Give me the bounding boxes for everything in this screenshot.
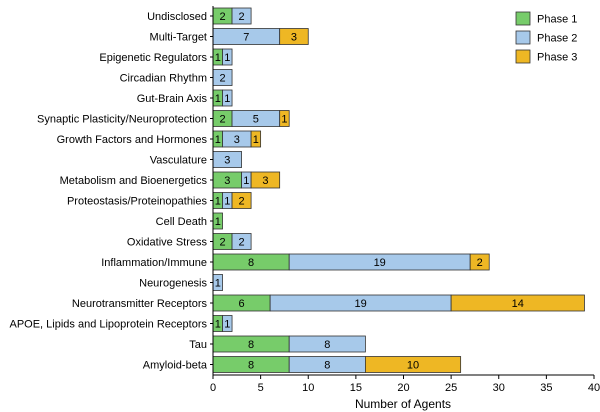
legend-swatch-phase-3 [515, 49, 531, 64]
category-label-oxidative-stress: Oxidative Stress [127, 237, 208, 249]
data-label-circadian-rhythm-phase-2: 2 [219, 73, 225, 85]
legend-swatch-phase-1 [515, 11, 531, 26]
data-label-tau-phase-1: 8 [248, 339, 254, 351]
bar-segment-amyloid-beta-phase-3 [364, 356, 462, 373]
data-label-inflammation-immune-phase-2: 19 [374, 257, 386, 269]
data-label-apoe-lipids-and-lipoprotein-receptors-phase-2: 1 [224, 319, 230, 331]
data-label-neurotransmitter-receptors-phase-2: 19 [355, 298, 367, 310]
data-label-inflammation-immune-phase-1: 8 [248, 257, 254, 269]
category-label-inflammation-immune: Inflammation/Immune [101, 257, 207, 269]
data-label-oxidative-stress-phase-2: 2 [239, 237, 245, 249]
data-label-undisclosed-phase-1: 2 [219, 11, 225, 23]
data-label-multi-target-phase-2: 7 [243, 32, 249, 44]
data-label-epigenetic-regulators-phase-1: 1 [215, 52, 221, 64]
data-label-neurotransmitter-receptors-phase-1: 6 [239, 298, 245, 310]
category-label-circadian-rhythm: Circadian Rhythm [120, 73, 207, 85]
bar-segment-epigenetic-regulators-phase-2 [222, 48, 233, 66]
legend-swatch-phase-2 [515, 30, 531, 45]
data-label-neurogenesis-phase-2: 1 [215, 278, 221, 290]
data-label-metabolism-and-bioenergetics-phase-2: 1 [243, 175, 249, 187]
category-label-undisclosed: Undisclosed [147, 11, 207, 23]
category-label-growth-factors-and-hormones: Growth Factors and Hormones [57, 134, 208, 146]
bar-segment-gut-brain-axis-phase-2 [222, 89, 233, 107]
x-tick-label-10: 10 [302, 382, 314, 394]
data-label-undisclosed-phase-2: 2 [239, 11, 245, 23]
x-tick-label-0: 0 [210, 382, 216, 394]
bar-segment-inflammation-immune-phase-3 [469, 253, 490, 271]
data-label-oxidative-stress-phase-1: 2 [219, 237, 225, 249]
data-label-proteostasis-proteinopathies-phase-2: 1 [224, 196, 230, 208]
data-label-epigenetic-regulators-phase-2: 1 [224, 52, 230, 64]
data-label-growth-factors-and-hormones-phase-1: 1 [215, 134, 221, 146]
x-axis: Number of Agents 0 5 10 15 20 25 30 35 40 [210, 6, 600, 411]
category-label-multi-target: Multi-Target [150, 32, 207, 44]
bar-segment-multi-target-phase-3 [279, 28, 309, 45]
data-label-gut-brain-axis-phase-1: 1 [215, 93, 221, 105]
legend-label-phase-1: Phase 1 [537, 14, 577, 26]
legend-label-phase-3: Phase 3 [537, 52, 577, 64]
bar-segment-tau-phase-2 [288, 335, 366, 353]
bar-segment-growth-factors-and-hormones-phase-3 [250, 130, 262, 148]
category-label-neurogenesis: Neurogenesis [139, 278, 207, 290]
data-label-synaptic-plasticity-neuroprotection-phase-2: 5 [253, 114, 259, 126]
category-label-neurotransmitter-receptors: Neurotransmitter Receptors [72, 298, 208, 310]
data-label-vasculature-phase-2: 3 [224, 155, 230, 167]
x-tick-label-5: 5 [258, 382, 264, 394]
bar-segment-synaptic-plasticity-neuroprotection-phase-3 [279, 110, 290, 127]
data-label-metabolism-and-bioenergetics-phase-1: 3 [224, 175, 230, 187]
category-label-vasculature: Vasculature [150, 155, 207, 167]
data-label-tau-phase-2: 8 [324, 339, 330, 351]
data-label-synaptic-plasticity-neuroprotection-phase-1: 2 [219, 114, 225, 126]
category-labels: Undisclosed Multi-Target Epigenetic Regula… [9, 11, 207, 372]
x-axis-title: Number of Agents [355, 397, 451, 411]
category-label-tau: Tau [189, 339, 207, 351]
data-label-amyloid-beta-phase-1: 8 [248, 360, 254, 372]
bar-segment-proteostasis-proteinopathies-phase-3 [231, 192, 252, 209]
x-tick-label-25: 25 [445, 382, 457, 394]
data-label-growth-factors-and-hormones-phase-2: 3 [234, 134, 240, 146]
category-label-proteostasis-proteinopathies: Proteostasis/Proteinopathies [67, 196, 208, 208]
category-label-epigenetic-regulators: Epigenetic Regulators [99, 52, 207, 64]
category-label-amyloid-beta: Amyloid-beta [143, 360, 208, 372]
data-label-cell-death-phase-1: 1 [215, 216, 221, 228]
category-label-synaptic-plasticity-neuroprotection: Synaptic Plasticity/Neuroprotection [37, 114, 207, 126]
legend: Phase 1 Phase 2 Phase 3 [515, 11, 577, 64]
x-tick-label-40: 40 [588, 382, 600, 394]
bar-segment-undisclosed-phase-2 [231, 7, 252, 25]
data-label-proteostasis-proteinopathies-phase-1: 1 [215, 196, 221, 208]
category-label-gut-brain-axis: Gut-Brain Axis [137, 93, 208, 105]
data-label-gut-brain-axis-phase-2: 1 [224, 93, 230, 105]
x-tick-label-30: 30 [493, 382, 505, 394]
data-label-inflammation-immune-phase-3: 2 [477, 257, 483, 269]
x-tick-label-15: 15 [350, 382, 362, 394]
category-label-cell-death: Cell Death [156, 216, 207, 228]
data-label-metabolism-and-bioenergetics-phase-3: 3 [262, 175, 268, 187]
data-label-neurotransmitter-receptors-phase-3: 14 [512, 298, 524, 310]
data-label-apoe-lipids-and-lipoprotein-receptors-phase-1: 1 [215, 319, 221, 331]
bar-segment-metabolism-and-bioenergetics-phase-3 [250, 171, 281, 189]
data-label-amyloid-beta-phase-3: 10 [407, 360, 419, 372]
bar-segment-oxidative-stress-phase-2 [231, 233, 252, 250]
data-label-multi-target-phase-3: 3 [291, 32, 297, 44]
x-tick-label-20: 20 [397, 382, 409, 394]
bar-segment-neurotransmitter-receptors-phase-3 [450, 294, 585, 312]
data-label-proteostasis-proteinopathies-phase-3: 2 [239, 196, 245, 208]
category-label-apoe-lipids-and-lipoprotein-receptors: APOE, Lipids and Lipoprotein Receptors [9, 319, 207, 331]
x-tick-label-35: 35 [540, 382, 552, 394]
bars-layer: 2 27 31 121 12 5 11 3 133 1 31 1 212 28 19 216 19 141 18 88… [212, 7, 585, 373]
legend-label-phase-2: Phase 2 [537, 33, 577, 45]
data-label-synaptic-plasticity-neuroprotection-phase-3: 1 [281, 114, 287, 126]
category-label-metabolism-and-bioenergetics: Metabolism and Bioenergetics [60, 175, 208, 187]
data-label-amyloid-beta-phase-2: 8 [324, 360, 330, 372]
bar-segment-apoe-lipids-and-lipoprotein-receptors-phase-2 [222, 315, 233, 332]
data-label-growth-factors-and-hormones-phase-3: 1 [253, 134, 259, 146]
